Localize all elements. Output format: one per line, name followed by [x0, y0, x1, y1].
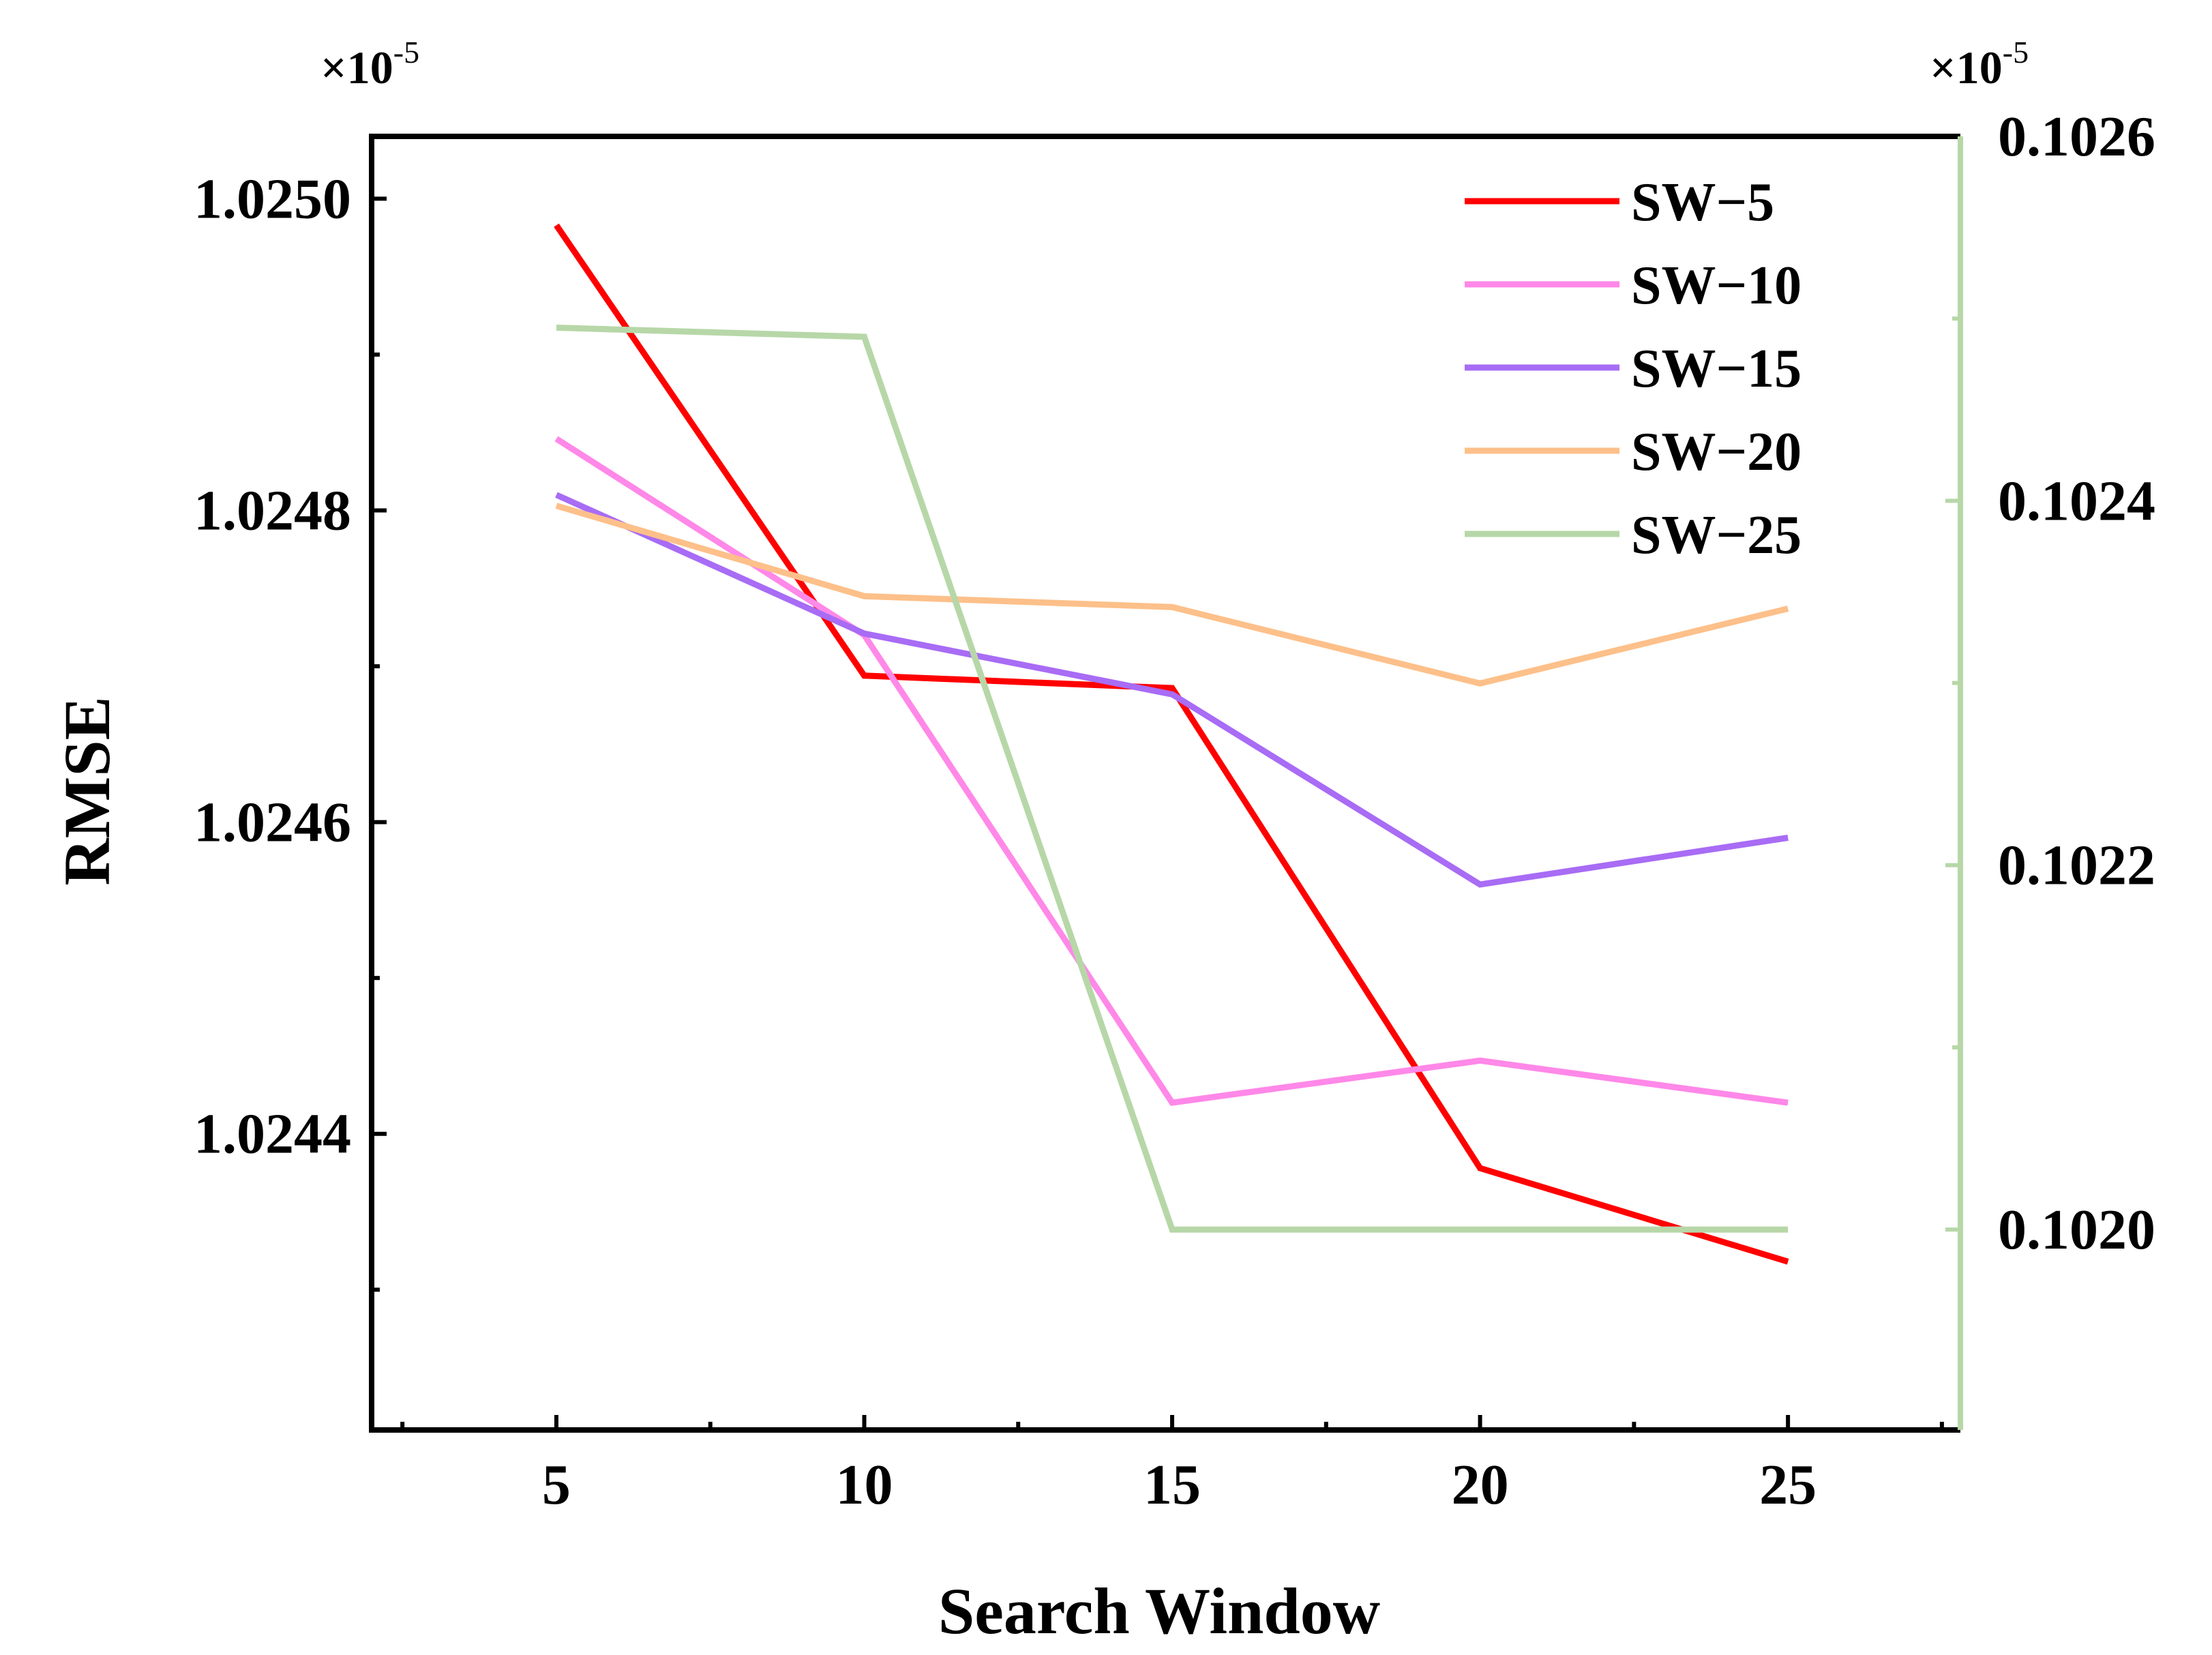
- series-line: [556, 325, 1789, 1233]
- series-line: [554, 223, 1789, 1265]
- y2-tick-label: 0.1024: [1998, 469, 2155, 533]
- x-tick-label: 10: [835, 1453, 893, 1517]
- y-tick-label: 1.0250: [194, 167, 351, 230]
- y2-tick-label: 0.1020: [1998, 1198, 2155, 1262]
- x-tick-label: 5: [542, 1453, 571, 1517]
- y-axis-multiplier: ×10-5: [320, 35, 419, 93]
- legend-label: SW−10: [1631, 256, 1802, 316]
- x-axis-label: Search Window: [938, 1575, 1380, 1647]
- series-line: [555, 492, 1789, 888]
- series-line: [555, 503, 1789, 687]
- legend-label: SW−20: [1631, 422, 1802, 482]
- y-axis-label: RMSE: [50, 696, 123, 885]
- y-tick-label: 1.0248: [194, 479, 351, 543]
- y2-tick-label: 0.1022: [1998, 834, 2155, 897]
- y2-axis-multiplier: ×10-5: [1930, 35, 2029, 93]
- legend-label: SW−15: [1631, 339, 1802, 399]
- x-tick-label: 20: [1452, 1453, 1509, 1517]
- y-tick-label: 1.0244: [194, 1103, 351, 1166]
- y2-tick-label: 0.1026: [1998, 105, 2155, 168]
- series-line: [554, 436, 1789, 1106]
- y-tick-label: 1.0246: [194, 791, 351, 854]
- legend-label: SW−25: [1631, 505, 1802, 565]
- x-tick-label: 15: [1144, 1453, 1201, 1517]
- x-tick-label: 25: [1759, 1453, 1817, 1517]
- legend-label: SW−5: [1631, 173, 1774, 233]
